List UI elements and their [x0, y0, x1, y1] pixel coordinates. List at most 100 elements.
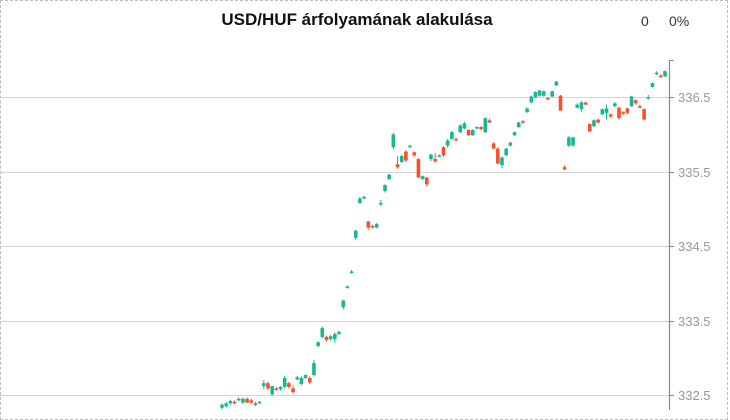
- candle-up: [320, 328, 325, 338]
- candle-up: [345, 286, 350, 288]
- candle-up: [475, 127, 479, 129]
- candle-up: [295, 377, 300, 380]
- y-tick-label: 332.5: [678, 388, 711, 403]
- candle-up: [399, 156, 404, 163]
- candle-down: [274, 388, 279, 390]
- candle-up: [429, 154, 433, 160]
- candle-down: [642, 109, 646, 120]
- candle-up: [529, 96, 534, 103]
- candle-up: [613, 103, 617, 107]
- candle-up: [358, 198, 362, 203]
- candle-up: [383, 185, 387, 192]
- candle-up: [470, 130, 475, 136]
- candle-down: [562, 167, 567, 170]
- candle-down: [245, 398, 249, 403]
- candle-down: [249, 400, 254, 403]
- candle-down: [587, 124, 592, 132]
- candle-up: [592, 120, 596, 127]
- y-tick-label: 333.5: [678, 314, 711, 329]
- change-percent: 0%: [669, 13, 690, 29]
- candle-up: [362, 197, 366, 199]
- change-value: 0: [641, 13, 649, 29]
- candle-up: [241, 398, 245, 403]
- candle-up: [654, 72, 659, 75]
- candle-up: [450, 132, 454, 139]
- candle-up: [458, 125, 463, 133]
- candle-up: [579, 102, 584, 110]
- candle-up: [420, 176, 425, 180]
- candle-down: [638, 106, 642, 108]
- candle-up: [550, 91, 554, 97]
- candle-down: [370, 226, 375, 228]
- candle-up: [333, 334, 337, 340]
- candle-up: [379, 202, 383, 205]
- candle-down: [307, 377, 312, 383]
- candle-up: [571, 137, 575, 146]
- candle-up: [220, 404, 224, 408]
- candle-down: [424, 177, 429, 185]
- candle-up: [537, 90, 542, 96]
- candle-down: [479, 127, 483, 130]
- candle-down: [487, 120, 492, 123]
- candle-down: [454, 138, 458, 141]
- candle-up: [257, 401, 262, 404]
- candle-up: [337, 331, 341, 335]
- candle-up: [516, 122, 521, 128]
- candle-up: [328, 336, 333, 340]
- candle-down: [521, 121, 525, 123]
- chart-title: USD/HUF árfolyamának alakulása: [221, 10, 493, 29]
- candle-up: [312, 363, 316, 375]
- candle-down: [266, 383, 270, 389]
- candle-down: [558, 95, 563, 111]
- candle-up: [374, 223, 379, 228]
- candle-up: [504, 148, 508, 156]
- candle-up: [629, 96, 634, 107]
- candle-up: [533, 92, 538, 98]
- candle-down: [491, 143, 496, 149]
- candle-down: [441, 147, 446, 156]
- candle-down: [496, 148, 500, 164]
- candle-down: [583, 102, 588, 105]
- candle-down: [324, 337, 329, 340]
- candle-up: [554, 81, 559, 86]
- candle-up: [236, 398, 241, 401]
- candle-up: [575, 104, 580, 108]
- candle-up: [353, 230, 358, 238]
- candle-down: [433, 159, 437, 162]
- candle-up: [228, 401, 233, 404]
- candle-down: [608, 114, 613, 117]
- candle-up: [303, 375, 308, 378]
- candle-down: [253, 403, 258, 405]
- candle-down: [546, 97, 550, 100]
- candle-up: [525, 108, 529, 113]
- candle-down: [596, 119, 600, 123]
- candle-up: [299, 377, 304, 384]
- candle-down: [287, 383, 291, 387]
- candle-up: [282, 377, 287, 387]
- y-tick-label: 335.5: [678, 165, 711, 180]
- candle-down: [232, 401, 237, 404]
- candle-up: [483, 118, 488, 133]
- candle-up: [408, 145, 412, 148]
- candle-up: [224, 403, 228, 407]
- candle-up: [650, 83, 655, 87]
- candle-down: [412, 152, 417, 156]
- candle-up: [349, 271, 354, 273]
- candle-down: [366, 221, 371, 228]
- candle-down: [621, 112, 626, 114]
- candle-down: [395, 164, 400, 168]
- candle-up: [341, 300, 345, 308]
- candle-up: [261, 383, 266, 387]
- y-tick-label: 334.5: [678, 239, 711, 254]
- candle-up: [542, 91, 546, 96]
- candle-down: [633, 100, 638, 104]
- candlestick-chart: 336.5 335.5 334.5 333.5 332.5: [0, 60, 711, 410]
- candle-down: [625, 108, 630, 113]
- candle-up: [663, 71, 667, 77]
- candle-down: [404, 151, 408, 161]
- candle-up: [387, 174, 391, 180]
- candle-down: [466, 130, 471, 136]
- candle-up: [316, 342, 320, 346]
- candle-up: [391, 134, 396, 148]
- candle-up: [278, 386, 283, 390]
